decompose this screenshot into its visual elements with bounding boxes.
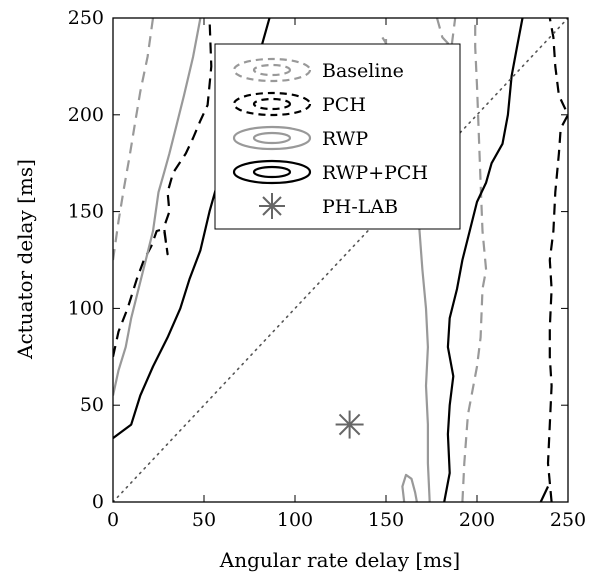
legend-label-baseline: Baseline	[322, 60, 404, 82]
series-baseline	[113, 18, 488, 502]
legend-swatch-rwp	[232, 125, 312, 151]
series-pch-segment-0	[113, 18, 213, 358]
x-axis-title: Angular rate delay [ms]	[219, 548, 460, 572]
y-axis-title: Actuator delay [ms]	[13, 159, 37, 360]
x-tick-label-250: 250	[550, 509, 586, 531]
y-tick-label-200: 200	[68, 104, 104, 126]
legend-item-baseline: Baseline	[232, 57, 404, 83]
legend-label-rwp: RWP	[322, 128, 368, 150]
series-pch	[113, 18, 568, 502]
series-rwp-segment-2	[401, 473, 418, 502]
marker-ph-lab-stroke-d2	[338, 413, 361, 436]
legend-label-pch: PCH	[322, 94, 366, 116]
y-tick-label-50: 50	[80, 394, 104, 416]
series-rwp-segment-0	[113, 18, 202, 396]
plot-frame	[112, 17, 569, 503]
marker-ph-lab	[335, 410, 364, 439]
series-rwp-pch-segment-1	[443, 18, 524, 502]
y-tick-label-0: 0	[92, 491, 104, 513]
y-tick-label-100: 100	[68, 297, 104, 319]
legend-swatch-baseline	[232, 57, 312, 83]
legend-item-ph-lab: PH-LAB	[259, 193, 398, 219]
legend-label-rwp-pch: RWP+PCH	[322, 162, 428, 184]
x-tick-label-150: 150	[368, 509, 404, 531]
legend-swatch-pch	[232, 91, 312, 117]
series-baseline-segment-3	[381, 33, 388, 45]
axis-labels: Angular rate delay [ms] Actuator delay […	[13, 159, 460, 572]
legend-item-rwp-pch: RWP+PCH	[232, 159, 428, 185]
series-diagonal-reference	[113, 18, 568, 502]
legend: Baseline PCH RWP RWP+PCH	[214, 43, 461, 230]
series-baseline-segment-0	[113, 18, 155, 261]
x-tick-label-100: 100	[277, 509, 313, 531]
legend-swatch-ph-lab	[259, 193, 285, 219]
x-tick-label-50: 50	[192, 509, 216, 531]
x-tick-label-0: 0	[107, 509, 119, 531]
legend-swatch-rwp-pch	[232, 159, 312, 185]
y-tick-label-150: 150	[68, 201, 104, 223]
legend-item-rwp: RWP	[232, 125, 368, 151]
legend-item-pch: PCH	[232, 91, 366, 117]
series-baseline-segment-2	[461, 18, 488, 502]
y-tick-label-250: 250	[68, 7, 104, 29]
series-rwp-pch-segment-2	[539, 486, 549, 502]
legend-label-ph-lab: PH-LAB	[322, 196, 398, 218]
series-diagonal-reference-segment-0	[113, 18, 568, 502]
x-tick-label-200: 200	[459, 509, 495, 531]
series-pch-segment-1	[546, 18, 568, 502]
series-baseline-segment-1	[435, 18, 457, 49]
